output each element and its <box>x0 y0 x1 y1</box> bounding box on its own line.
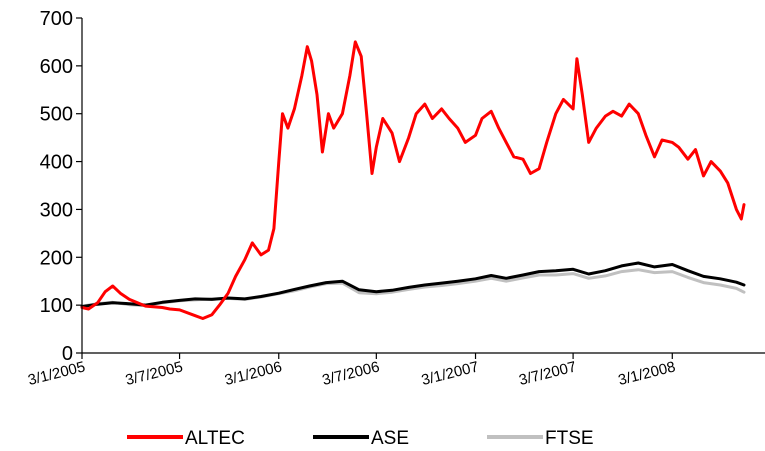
x-tick-label: 3/1/2007 <box>420 358 481 389</box>
legend-label-ftse: FTSE <box>545 428 594 449</box>
x-tick-label: 3/1/2008 <box>616 358 677 389</box>
series-line-altec <box>80 40 746 320</box>
plot-area <box>80 40 746 320</box>
axes: 0 100 200 300 400 500 600 700 3/1/2005 3/7/2005 3/… <box>26 8 765 389</box>
x-tick-label: 3/1/2006 <box>223 358 284 389</box>
y-tick-label: 400 <box>40 152 73 174</box>
y-tick-label: 700 <box>40 8 73 30</box>
x-tick-label: 3/1/2005 <box>26 358 87 389</box>
y-tick-label: 300 <box>40 199 73 221</box>
y-tick-label: 500 <box>40 104 73 126</box>
y-tick-label: 600 <box>40 56 73 78</box>
x-tick-label: 3/7/2007 <box>517 358 578 389</box>
y-tick-label: 100 <box>40 295 73 317</box>
legend: ALTEC ASE FTSE <box>127 428 594 449</box>
legend-label-altec: ALTEC <box>185 428 245 449</box>
y-tick-label: 0 <box>62 343 73 365</box>
y-tick-label: 200 <box>40 247 73 269</box>
x-tick-label: 3/7/2006 <box>321 358 382 389</box>
x-tick-label: 3/7/2005 <box>124 358 185 389</box>
legend-label-ase: ASE <box>371 428 409 449</box>
series-line-ase <box>80 261 746 309</box>
